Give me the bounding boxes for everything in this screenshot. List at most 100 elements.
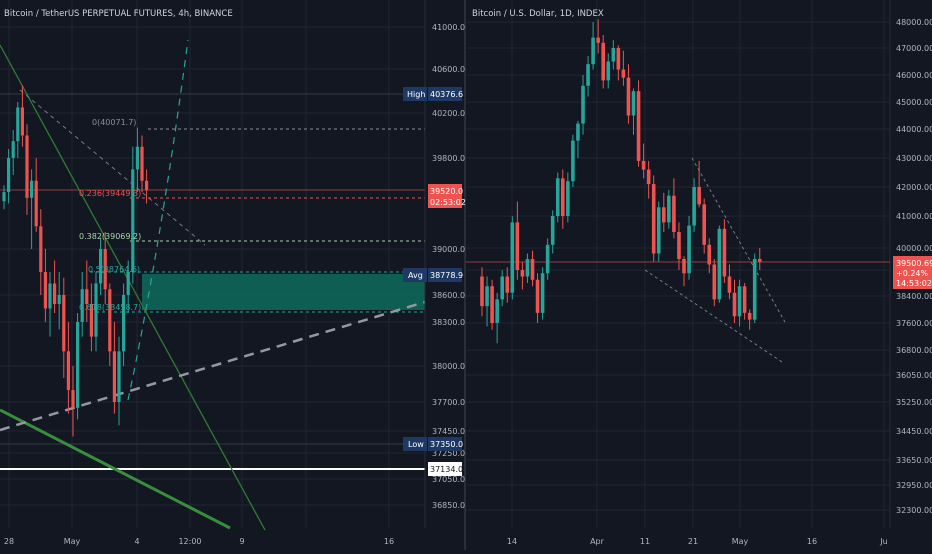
left-chart-title: Bitcoin / TetherUS PERPETUAL FUTURES, 4h… xyxy=(4,9,233,19)
right-y-tick-label: 47000.00 xyxy=(896,44,932,53)
right-x-tick-label: 21 xyxy=(688,537,698,546)
right-candle-body xyxy=(631,91,636,116)
right-candle-body xyxy=(520,270,525,277)
left-candle-body xyxy=(20,107,24,136)
right-candle-body xyxy=(702,204,706,245)
fib-label-05: 0.5(38764.6) xyxy=(88,265,140,274)
right-x-tick-label: 11 xyxy=(640,537,650,546)
left-candle-body xyxy=(131,169,135,272)
price-badge-box xyxy=(428,184,462,208)
high-badge-label: High xyxy=(407,90,425,99)
line-badge-box xyxy=(428,462,462,476)
right-x-tick-label: Apr xyxy=(590,537,605,546)
line-badge-value: 37134.0 xyxy=(430,465,463,474)
left-candle-body xyxy=(30,180,34,198)
fib-label-0382: 0.382(39069.2) xyxy=(79,232,141,241)
right-candle-body xyxy=(591,37,595,65)
right-candles xyxy=(480,19,762,344)
right-drawings xyxy=(466,157,890,363)
right-candle-body xyxy=(742,286,747,313)
left-y-tick-label: 37050.0 xyxy=(432,475,465,484)
right-y-tick-label: 32300.00 xyxy=(896,506,932,515)
avg-badge-label: Avg xyxy=(408,271,423,280)
right-candle-body xyxy=(571,140,575,182)
left-y-tick-label: 37250.0 xyxy=(432,449,465,458)
right-candle-body xyxy=(707,244,712,265)
right-candle-body xyxy=(611,48,616,62)
right-candle-body xyxy=(747,312,752,320)
left-y-tick-label: 39000.0 xyxy=(432,245,465,254)
right-grid xyxy=(466,0,890,528)
right-x-tick-label: Ju xyxy=(879,537,887,546)
right-candle-body xyxy=(651,184,656,254)
price-badge-timer: 02:53:02 xyxy=(430,198,466,207)
left-candle-body xyxy=(34,180,38,227)
left-x-axis: 28 May 4 12:00 9 16 xyxy=(4,537,394,546)
left-grid xyxy=(0,0,425,528)
left-y-tick-label: 41000.0 xyxy=(432,23,465,32)
price-badge-value: 39520.0 xyxy=(430,187,463,196)
right-x-axis: 14 Apr 11 21 May 16 Ju xyxy=(507,537,888,546)
left-candle-body xyxy=(7,158,11,193)
left-candle-body xyxy=(66,351,70,390)
right-candle-body xyxy=(596,37,600,43)
right-candle-body xyxy=(692,187,696,226)
right-candle-body xyxy=(677,232,681,259)
right-price-badge-box xyxy=(893,256,932,289)
right-candle-body xyxy=(525,259,530,277)
projection-curve xyxy=(127,39,189,401)
right-candle-body xyxy=(601,42,605,81)
right-price-badge-change: +0.24% xyxy=(896,269,929,278)
right-candle-body xyxy=(515,222,520,270)
avg-badge-label-box xyxy=(403,268,427,282)
left-y-tick-label: 40600.0 xyxy=(432,65,465,74)
left-candle-body xyxy=(135,146,139,170)
left-candle-body xyxy=(76,322,80,408)
low-badge-label-box xyxy=(403,437,427,451)
right-candle-body xyxy=(662,207,666,223)
right-candle-body xyxy=(646,169,651,185)
right-y-tick-label: 41000.00 xyxy=(896,212,932,221)
right-y-tick-label: 45000.00 xyxy=(896,98,932,107)
left-candle-body xyxy=(16,107,20,142)
right-candle-body xyxy=(530,259,535,280)
right-y-tick-label: 36050.00 xyxy=(896,371,932,380)
right-y-tick-label: 40000.00 xyxy=(896,244,932,253)
right-y-tick-label: 37600.00 xyxy=(896,319,932,328)
high-badge-value: 40376.6 xyxy=(430,90,463,99)
right-candle-body xyxy=(540,273,545,313)
right-candle-body xyxy=(505,276,510,293)
left-candle-body xyxy=(80,289,84,322)
panel-divider xyxy=(464,0,466,550)
right-y-tick-label: 44000.00 xyxy=(896,125,932,134)
left-x-tick-label: 28 xyxy=(4,537,14,546)
left-y-tick-label: 36850.0 xyxy=(432,501,465,510)
left-candle-body xyxy=(89,304,93,337)
left-y-tick-label: 37700.0 xyxy=(432,398,465,407)
right-candle-body xyxy=(485,286,489,307)
right-candle-body xyxy=(732,292,737,317)
left-x-tick-label: 9 xyxy=(239,537,244,546)
left-candle-body xyxy=(103,249,107,290)
right-candle-body xyxy=(727,276,732,293)
trend-line-dashed-up xyxy=(0,300,426,432)
left-candle-body xyxy=(140,146,144,181)
left-candle-body xyxy=(126,272,130,295)
right-candle-body xyxy=(641,160,646,170)
right-candle-body xyxy=(687,225,691,274)
left-candle-body xyxy=(108,289,112,352)
right-candle-body xyxy=(555,178,560,216)
right-candle-body xyxy=(495,299,499,323)
avg-badge-value-box xyxy=(428,268,462,282)
right-y-tick-label: 36800.00 xyxy=(896,346,932,355)
high-badge-value-box xyxy=(428,87,462,101)
fib-label-0618: 0.618(38458.7) xyxy=(79,303,141,312)
right-y-tick-label: 38400.00 xyxy=(896,292,932,301)
right-y-tick-label: 33650.00 xyxy=(896,456,932,465)
fib-label-0236: 0.236(39449.3) xyxy=(79,189,141,198)
right-candle-body xyxy=(561,178,565,216)
fib-zone xyxy=(142,274,425,310)
right-y-tick-label: 46000.00 xyxy=(896,71,932,80)
